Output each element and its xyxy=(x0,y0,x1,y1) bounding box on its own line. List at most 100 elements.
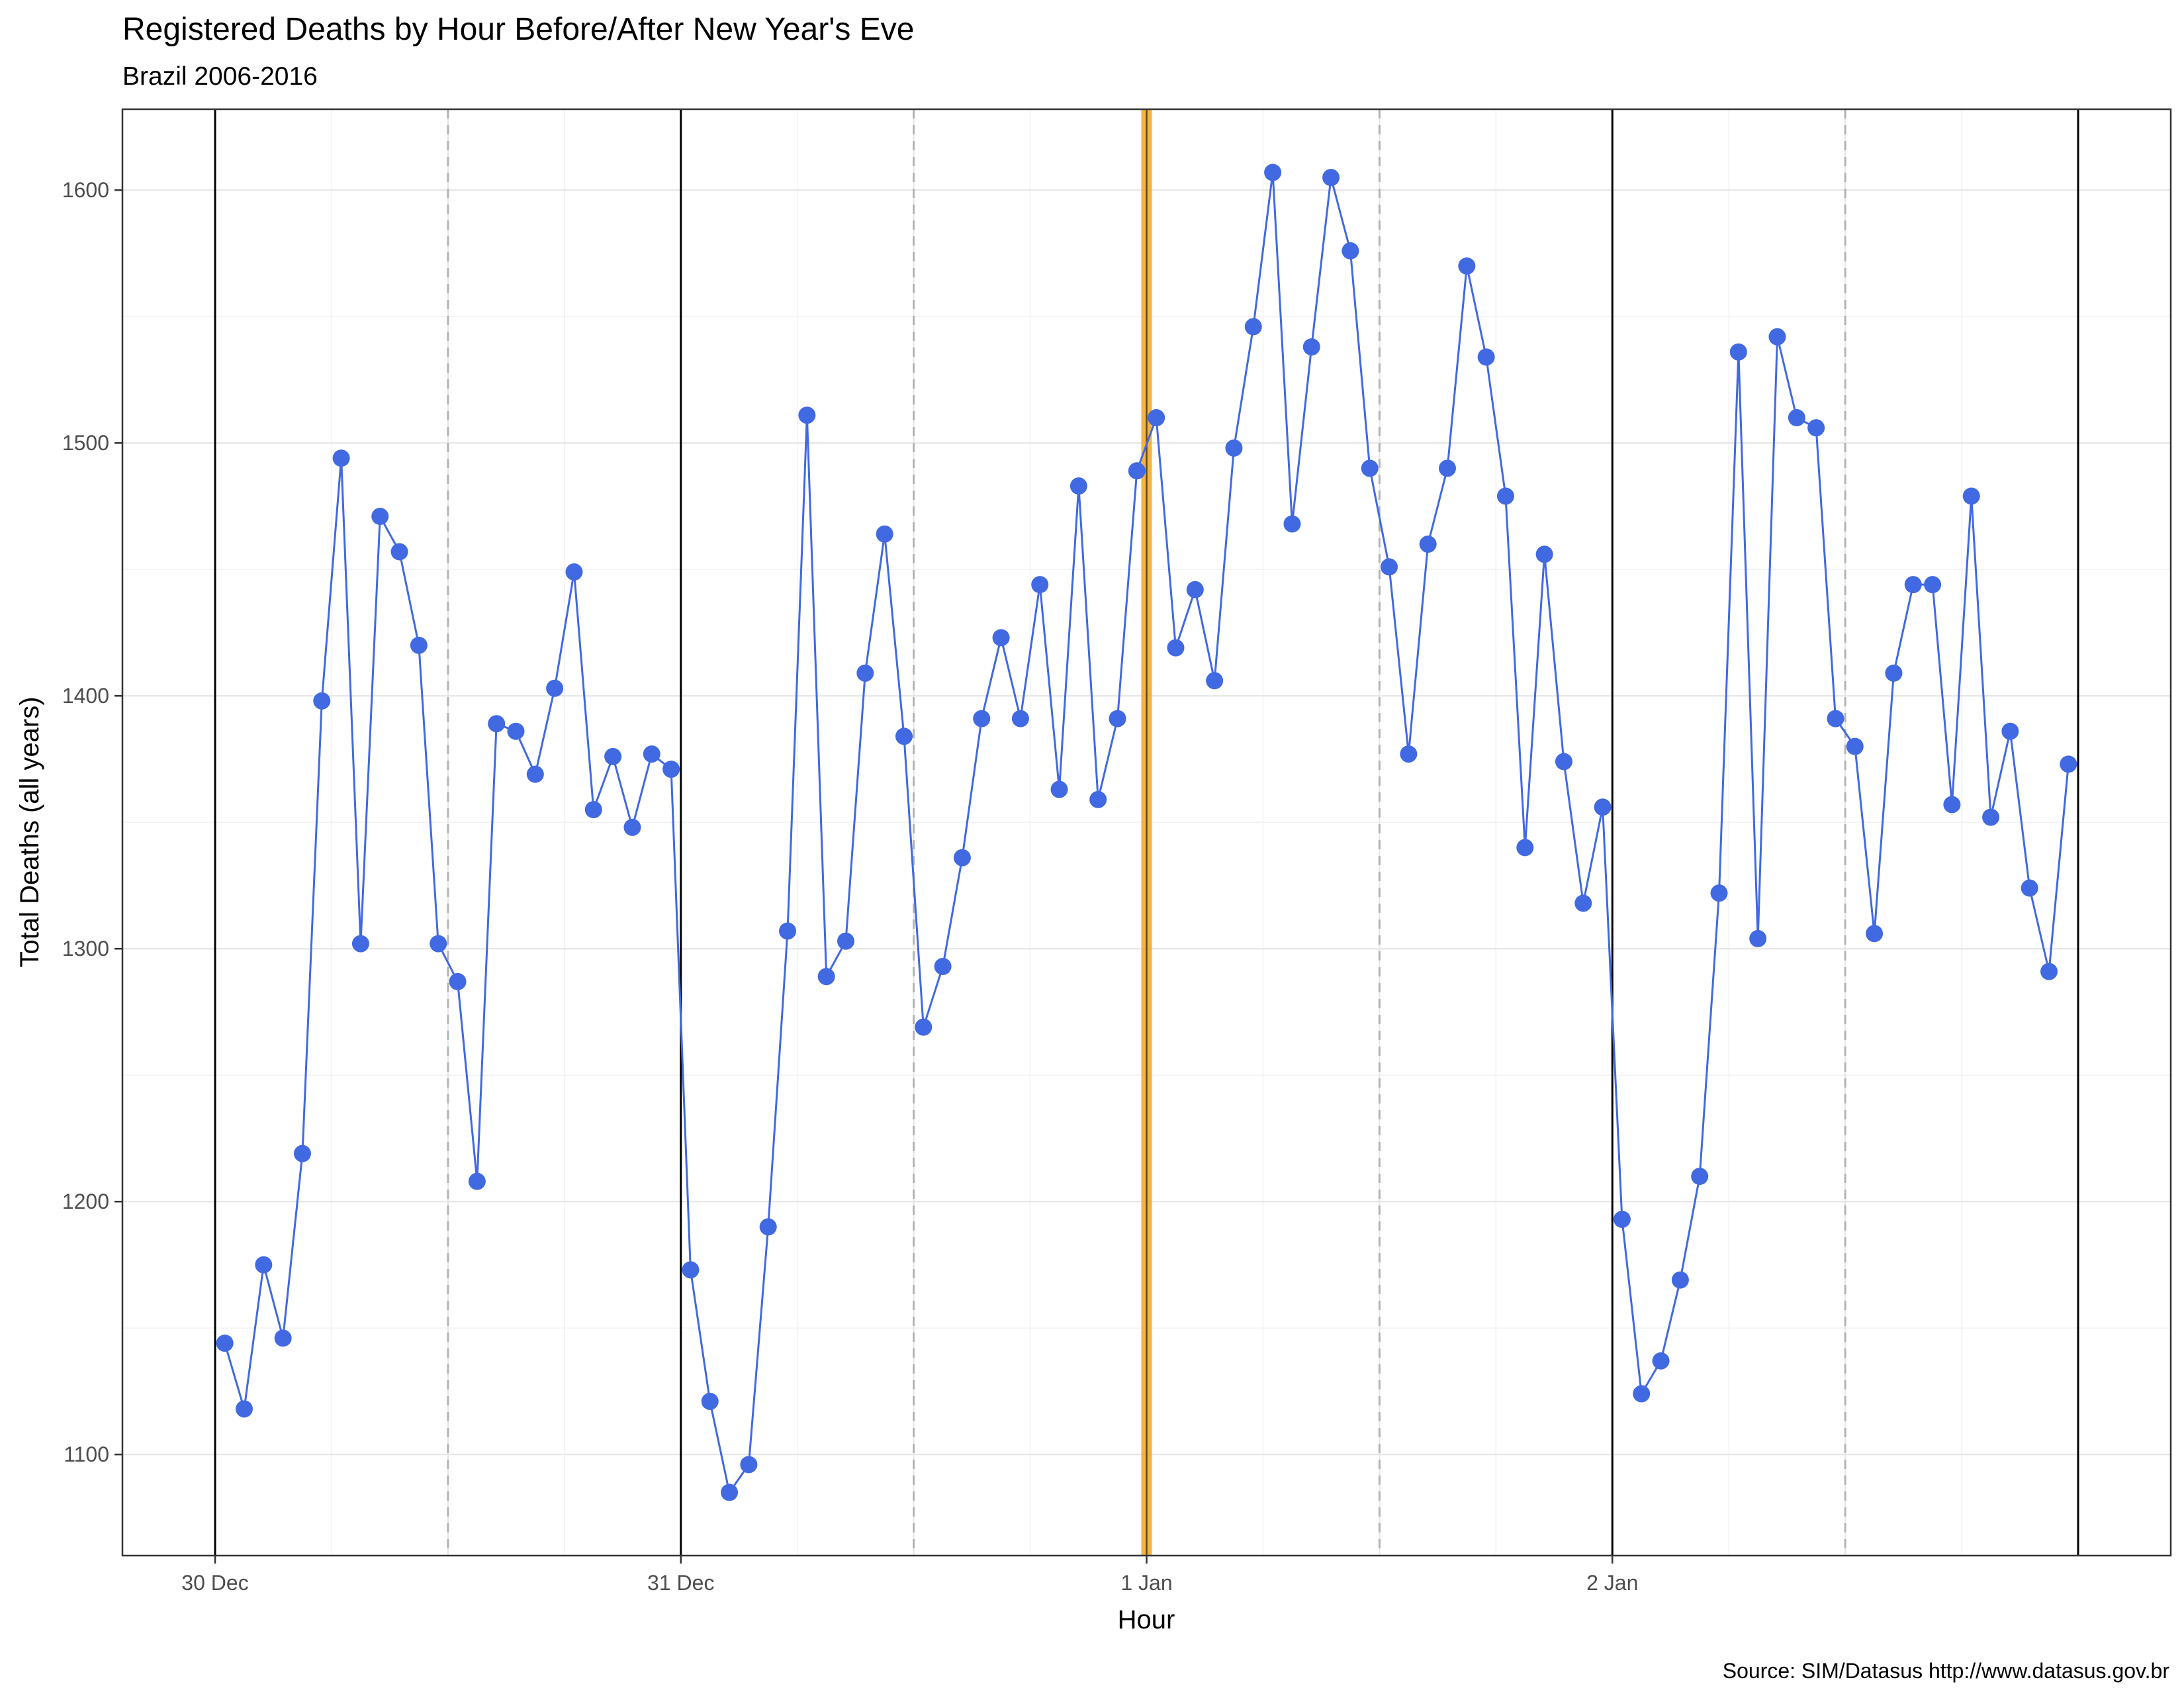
data-point xyxy=(390,543,408,561)
data-point xyxy=(1749,929,1767,947)
data-point xyxy=(449,972,467,990)
data-point xyxy=(1710,884,1728,902)
y-axis-title: Total Deaths (all years) xyxy=(15,696,44,967)
data-point xyxy=(1962,487,1980,505)
data-point xyxy=(2001,722,2019,740)
data-point xyxy=(1866,925,1884,943)
data-point xyxy=(313,692,331,710)
data-point xyxy=(1167,639,1185,657)
data-point xyxy=(623,818,641,836)
data-point xyxy=(430,935,447,953)
data-point xyxy=(1633,1385,1651,1403)
data-point xyxy=(1982,808,2000,826)
x-tick-label: 2 Jan xyxy=(1586,1571,1638,1595)
data-point xyxy=(740,1456,758,1474)
data-point xyxy=(410,636,428,654)
x-tick-label: 1 Jan xyxy=(1120,1571,1172,1595)
x-tick-label: 31 Dec xyxy=(647,1571,714,1595)
data-point xyxy=(1381,558,1398,576)
y-tick-label: 1300 xyxy=(62,937,109,961)
data-point xyxy=(1846,737,1864,755)
data-point xyxy=(216,1335,234,1352)
data-point xyxy=(973,710,991,727)
data-point xyxy=(1924,576,1942,594)
data-point xyxy=(779,922,797,940)
data-point xyxy=(1264,164,1282,181)
data-point xyxy=(992,629,1010,647)
data-point xyxy=(526,765,544,783)
series-layer xyxy=(216,164,2077,1501)
data-point xyxy=(876,525,893,543)
x-axis-title: Hour xyxy=(1118,1605,1175,1634)
data-point xyxy=(1283,515,1301,533)
data-point xyxy=(1031,576,1049,594)
data-point xyxy=(1439,459,1457,477)
data-point xyxy=(1904,576,1922,594)
data-point xyxy=(1613,1210,1631,1228)
data-point xyxy=(1943,796,1961,814)
data-point xyxy=(235,1400,253,1418)
chart-title: Registered Deaths by Hour Before/After N… xyxy=(122,12,914,47)
data-point xyxy=(1011,710,1029,727)
data-point xyxy=(2060,755,2077,773)
data-point xyxy=(1671,1271,1689,1289)
data-point xyxy=(1729,343,1747,361)
data-point xyxy=(1050,780,1068,798)
data-point xyxy=(332,449,350,467)
data-point xyxy=(2021,879,2038,897)
reference-lines xyxy=(214,109,2079,1556)
y-tick-label: 1500 xyxy=(62,431,109,455)
data-point xyxy=(934,957,952,975)
data-point xyxy=(817,968,835,986)
data-point xyxy=(488,715,506,733)
data-point xyxy=(1361,459,1379,477)
data-point xyxy=(1652,1352,1670,1370)
data-point xyxy=(895,727,913,745)
data-point xyxy=(721,1483,739,1501)
y-tick-label: 1100 xyxy=(64,1442,109,1466)
data-point xyxy=(1768,328,1786,346)
data-point xyxy=(915,1018,933,1036)
data-point xyxy=(1574,894,1592,912)
data-point xyxy=(1555,753,1572,771)
data-point xyxy=(1419,536,1437,553)
data-point xyxy=(1458,257,1476,275)
data-point xyxy=(371,508,389,526)
y-axis-ticks: 1100 1200 1300 1400 1500 1600 xyxy=(62,178,122,1466)
data-point xyxy=(759,1218,777,1236)
data-point xyxy=(1827,710,1844,727)
data-point xyxy=(1885,664,1903,682)
data-point xyxy=(643,745,660,763)
data-point xyxy=(1496,487,1514,505)
data-point xyxy=(1244,318,1262,336)
data-point xyxy=(1400,745,1418,763)
data-point xyxy=(255,1256,273,1274)
data-point xyxy=(1206,672,1224,690)
data-point xyxy=(1089,790,1107,808)
data-point xyxy=(1788,409,1805,427)
data-point xyxy=(604,747,622,765)
data-point xyxy=(1535,545,1553,563)
data-point xyxy=(1691,1168,1709,1186)
data-point xyxy=(856,664,874,682)
data-point xyxy=(2040,962,2058,980)
data-point xyxy=(1594,798,1612,816)
data-point xyxy=(1516,839,1534,857)
y-tick-label: 1200 xyxy=(62,1190,109,1213)
data-point xyxy=(1477,348,1495,366)
data-point xyxy=(351,935,369,953)
data-point xyxy=(1128,462,1146,480)
data-point xyxy=(274,1329,292,1347)
data-point xyxy=(682,1261,700,1279)
data-point xyxy=(953,849,971,867)
data-point xyxy=(837,932,854,950)
data-point xyxy=(1322,169,1340,187)
data-point xyxy=(293,1145,311,1162)
data-point xyxy=(1148,409,1165,427)
data-point xyxy=(1186,581,1204,598)
x-axis-ticks: 30 Dec 31 Dec 1 Jan 2 Jan xyxy=(181,1556,1638,1595)
data-point xyxy=(701,1392,719,1410)
data-point xyxy=(565,563,583,581)
data-point xyxy=(1225,439,1243,457)
